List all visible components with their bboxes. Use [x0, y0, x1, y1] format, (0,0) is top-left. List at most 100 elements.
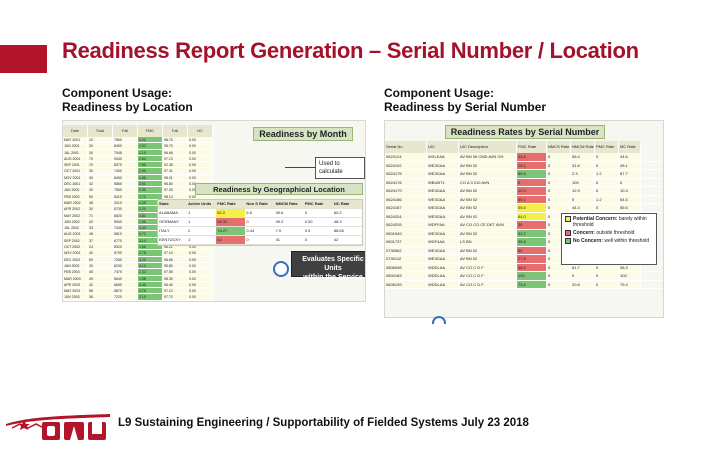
serial-table-cell: 100: [619, 272, 641, 280]
month-table-cell: OCT 2001: [63, 168, 88, 174]
month-table-cell: 98.14: [163, 193, 188, 199]
serial-table-cell: 0624186: [385, 195, 427, 203]
month-table-cell: 0.00: [188, 275, 213, 281]
serial-table-cell: 55.4: [571, 153, 595, 161]
month-table-cell: MAY 2001: [63, 137, 88, 143]
month-table-cell: 2.15: [138, 294, 163, 300]
geo-table-cell: 49.2: [275, 219, 284, 224]
month-table-cell: 30: [88, 149, 113, 155]
serial-table-cell: 92.2: [517, 229, 547, 237]
month-table-header-cell: Date: [63, 125, 88, 137]
serial-table-cell: 0601737: [385, 238, 427, 246]
month-table-cell: 0.00: [188, 288, 213, 294]
serial-table-cell: AV BN 02: [459, 204, 517, 212]
month-table-cell: 3.45: [138, 281, 163, 288]
serial-table-cell: 0: [595, 280, 619, 288]
month-table-cell: 45: [88, 269, 113, 275]
eval-callout-line1: Evaluates Specific Units: [302, 256, 364, 272]
month-table-cell: 2.55: [138, 187, 163, 193]
month-table-cell: 98.21: [163, 244, 188, 250]
serial-table-cell: 20.6: [571, 280, 595, 288]
serial-table-cell: 0: [595, 178, 619, 186]
month-table-cell: 3210: [113, 199, 138, 206]
month-table-cell: NOV 2001: [63, 174, 88, 181]
serial-table-cell: 0: [595, 263, 619, 271]
month-table-cell: MAR 2003: [63, 275, 88, 281]
geo-table-cell: 0: [304, 210, 307, 215]
legend-text: well within threshold: [603, 238, 650, 244]
serial-table-cell: WE3GAA: [427, 161, 459, 169]
serial-table-cell: AV BN 06 CMD AVN GH: [459, 153, 517, 161]
month-table-cell: 97.10: [163, 250, 188, 256]
geo-table-header-cell: Non S Rate: [245, 200, 275, 208]
month-table-cell: JUN 2003: [63, 294, 88, 300]
serial-table-header-cell: Serial No: [385, 141, 427, 153]
month-table-cell: 58: [88, 288, 113, 294]
month-table-cell: 0.00: [188, 174, 213, 181]
serial-table-cell: 54.6: [619, 195, 641, 203]
serial-table-cell: 0: [571, 272, 595, 280]
serial-table-cell: 44.6: [517, 153, 547, 161]
month-table-cell: 6770: [113, 237, 138, 244]
table-row: NOV 2002 42 5790 2.78 97.10 0.00: [63, 250, 213, 257]
month-table-cell: NOV 2002: [63, 250, 88, 256]
month-table-header-cell: Total: [88, 125, 113, 137]
month-table-cell: 0.00: [188, 244, 213, 250]
serial-table-cell: CO A 3 210 AVN: [459, 178, 517, 186]
geo-table-cell: 88.65: [333, 228, 344, 233]
month-table-cell: 96.66: [163, 256, 188, 262]
serial-table-cell: 61.7: [571, 263, 595, 271]
month-table-cell: 95.80: [163, 262, 188, 269]
month-table-cell: 1.88: [138, 174, 163, 181]
month-table-cell: 97.55: [163, 269, 188, 275]
month-table-cell: 7400: [113, 168, 138, 174]
table-row: FEB 2002 50 5410 1.72 98.14 0.00: [63, 193, 213, 200]
serial-table-cell: 2.3: [571, 170, 595, 178]
geo-table-cell: 48.32: [216, 218, 246, 226]
month-table-cell: 8450: [113, 174, 138, 181]
evaluates-units-callout: Evaluates Specific Units within the Serv…: [291, 251, 365, 281]
serial-table-cell: AV BN 02: [459, 195, 517, 203]
month-table-cell: 3.01: [138, 181, 163, 187]
serial-table-cell: AV BN 02: [459, 255, 517, 263]
table-row: ALABAMA 1 60.2 6.5 30.6 0 60.2: [158, 209, 362, 218]
dau-logo: [6, 414, 110, 440]
serial-table-cell: 100: [517, 272, 547, 280]
serial-table-cell: 98.8: [517, 238, 547, 246]
legend-text: outside threshold: [594, 230, 635, 236]
serial-table-cell: 38: [517, 221, 547, 229]
month-table-cell: 7560: [113, 137, 138, 143]
serial-table-cell: WDFFAA: [427, 221, 459, 229]
table-row: AUG 2001 70 9440 2.64 97.13 0.00: [63, 155, 213, 163]
serial-table-cell: 0: [547, 187, 571, 195]
month-table-header-cell: Fail: [163, 125, 188, 137]
eval-callout-line2: within the Service: [303, 274, 363, 281]
month-table-cell: MAR 2002: [63, 199, 88, 206]
month-table-cell: JUL 2001: [63, 149, 88, 155]
serial-table-cell: 0624187: [385, 204, 427, 212]
serial-table-cell: AV CO C D F: [459, 280, 517, 288]
readiness-by-month-banner: Readiness by Month: [253, 127, 353, 141]
month-table-cell: AUG 2001: [63, 155, 88, 162]
serial-table-cell: 0: [547, 204, 571, 212]
geo-table-cell: 42: [333, 237, 339, 242]
serial-table-cell: 0: [595, 272, 619, 280]
serial-table-cell: WXLEAA: [427, 153, 459, 161]
geo-table-cell: ALABAMA: [159, 210, 178, 215]
table-row: 0624187 WE3GAA AV BN 02 55.6 0 44.4 0 55.6: [385, 204, 661, 213]
month-table-cell: 0.00: [188, 256, 213, 262]
month-table-cell: 0.00: [188, 269, 213, 275]
month-table-cell: 0.00: [188, 294, 213, 300]
serial-table-header-cell: NMCM Rate: [571, 141, 595, 153]
table-row: JUN 2001 30 8450 4.53 95.70 0.00: [63, 143, 213, 150]
month-table-cell: 0.00: [188, 155, 213, 162]
serial-table-cell: WE3GAA: [427, 187, 459, 195]
month-table-cell: 97.31: [163, 168, 188, 174]
month-table-cell: 2.10: [138, 149, 163, 155]
serial-table-cell: AV BN 02: [459, 246, 517, 254]
serial-table-cell: 0: [547, 272, 571, 280]
serial-table-cell: WDDLAA: [427, 272, 459, 280]
month-table-cell: 8320: [113, 244, 138, 250]
month-table-cell: 0.00: [188, 250, 213, 256]
serial-table-header-cell: UIC: [427, 141, 459, 153]
